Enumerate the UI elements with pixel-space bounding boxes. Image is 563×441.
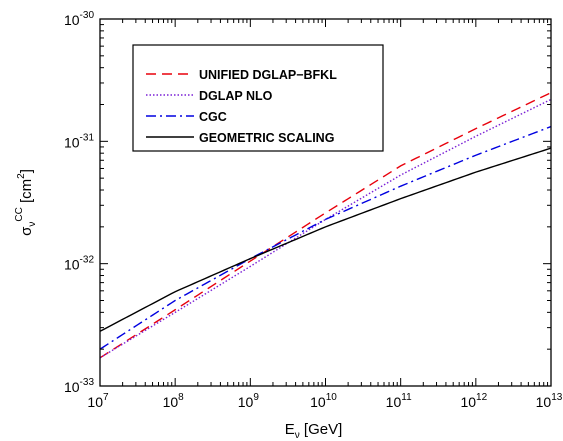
legend-label-1: DGLAP NLO [199,89,273,103]
legend-label-3: GEOMETRIC SCALING [199,131,334,145]
y-tick-label-2: 10-31 [64,132,94,150]
x-tick-label-1: 108 [163,392,185,410]
series-line-3 [99,147,552,332]
x-tick-label-2: 109 [238,392,260,410]
series-line-2 [99,125,552,350]
series-line-0 [99,92,552,359]
y-tick-label-0: 10-33 [64,377,94,395]
x-tick-label-3: 1010 [310,392,337,410]
x-axis-label: Eν [GeV] [285,421,343,441]
y-tick-label-3: 10-30 [64,10,94,28]
legend-box [132,44,384,152]
x-tick-label-0: 107 [87,392,109,410]
x-tick-label-5: 1012 [460,392,487,410]
x-tick-label-6: 1013 [536,392,563,410]
legend-label-0: UNIFIED DGLAP−BFKL [199,68,337,82]
legend-label-2: CGC [199,110,227,124]
series-line-1 [99,98,552,359]
y-tick-label-1: 10-32 [64,255,94,273]
y-axis-label: σνCC [cm2] [14,169,38,236]
x-tick-label-4: 1011 [386,392,412,410]
